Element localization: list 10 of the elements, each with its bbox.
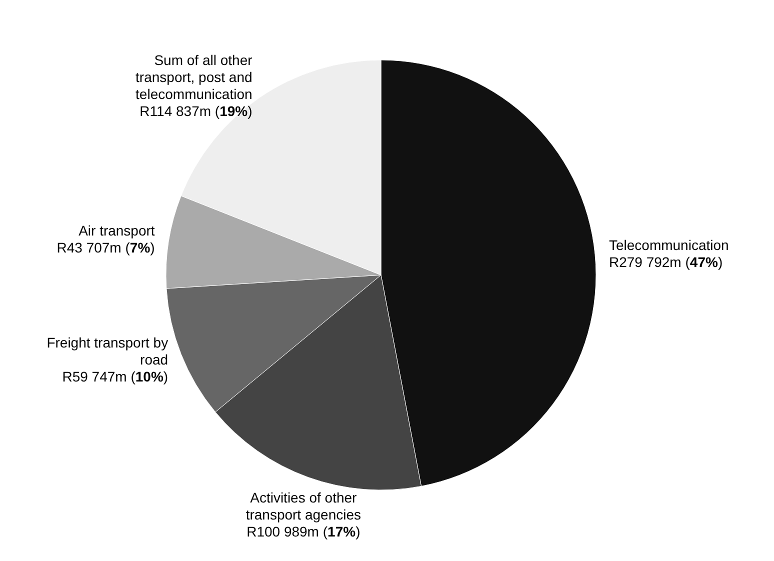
slice-label: Activities of other transport agencies (246, 489, 362, 522)
data-label: R43 707m (7%) (56, 240, 155, 256)
slice-label: Air transport (78, 222, 155, 239)
data-label: R114 837m (19%) (140, 103, 252, 120)
data-label: R59 747m (10%) (62, 368, 168, 384)
slice-label: Sum of all other transport, post and telecommunication (136, 52, 253, 102)
slice-label: Freight transport by road (46, 334, 168, 368)
data-label: R279 792m (47%) (608, 254, 723, 270)
data-label: R100 989m (17%) (246, 523, 360, 540)
slice-label: Telecommunication (608, 236, 729, 253)
